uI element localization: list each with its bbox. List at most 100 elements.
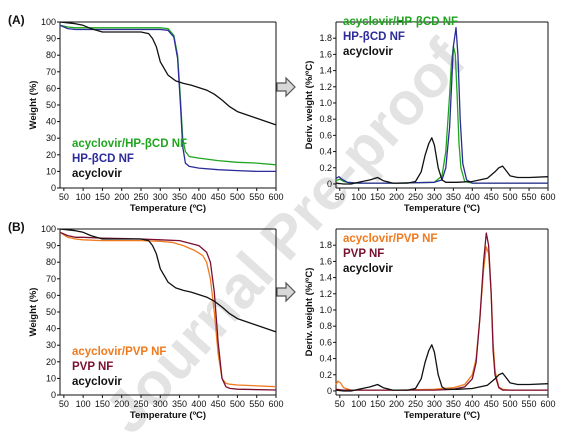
x-tick-label: 350 [446, 399, 461, 409]
y-tick-label: 80 [46, 257, 56, 267]
x-tick-label: 450 [484, 192, 499, 202]
x-tick-label: 50 [59, 192, 69, 202]
legend-item: acyclovir/HP-βCD NF [72, 138, 187, 150]
x-tick-label: 400 [465, 399, 480, 409]
y-tick-label: 60 [46, 290, 56, 300]
legend-item: acyclovir [343, 263, 393, 275]
series-line-acyclovir [335, 344, 549, 392]
x-tick-label: 200 [114, 192, 129, 202]
y-tick-label: 90 [46, 241, 56, 251]
x-tick-label: 50 [335, 399, 345, 409]
x-tick-label: 200 [114, 399, 129, 409]
x-axis-label: Temperature (ºC) [404, 410, 480, 421]
y-axis-label: Weight (%) [28, 81, 39, 130]
x-tick-label: 550 [522, 399, 537, 409]
x-tick-label: 550 [522, 192, 537, 202]
y-tick-label: 1.2 [319, 289, 332, 299]
y-tick-label: 0.4 [319, 147, 332, 157]
legend-item: acyclovir/HP-βCD NF [343, 16, 458, 28]
x-tick-label: 500 [230, 192, 245, 202]
series-line-pvp_nf [59, 231, 277, 391]
legend-item: PVP NF [72, 361, 113, 373]
x-tick-label: 200 [389, 192, 404, 202]
x-tick-label: 400 [465, 192, 480, 202]
legend-item: acyclovir [343, 46, 393, 58]
y-tick-label: 90 [46, 34, 56, 44]
y-tick-label: 1.8 [319, 240, 332, 250]
legend-item: HP-βCD NF [72, 153, 134, 165]
x-tick-label: 600 [540, 192, 555, 202]
legend-item: acyclovir/PVP NF [343, 233, 437, 245]
x-tick-label: 600 [268, 399, 283, 409]
y-tick-label: 0 [51, 390, 56, 400]
y-tick-label: 0 [327, 179, 332, 189]
x-tick-label: 500 [503, 192, 518, 202]
x-tick-label: 550 [249, 399, 264, 409]
x-tick-label: 400 [191, 192, 206, 202]
series-line-acyclovir [59, 21, 277, 126]
x-tick-label: 350 [446, 192, 461, 202]
arrow-bottom [276, 281, 296, 303]
series-line-hpbcd_nf [335, 27, 548, 184]
series-line-acyclovir [59, 228, 277, 333]
x-tick-label: 300 [427, 399, 442, 409]
y-tick-label: 1.2 [319, 82, 332, 92]
legend-item: acyclovir [72, 168, 122, 180]
y-tick-label: 10 [46, 166, 56, 176]
y-tick-label: 1.6 [319, 256, 332, 266]
y-axis-label: Deriv. weight (%/ºC) [304, 61, 315, 150]
x-tick-label: 150 [95, 192, 110, 202]
y-tick-label: 100 [41, 224, 56, 234]
y-tick-label: 1.0 [319, 305, 332, 315]
x-tick-label: 250 [133, 399, 148, 409]
y-tick-label: 1.0 [319, 98, 332, 108]
y-tick-label: 1.4 [319, 66, 332, 76]
chart-A-left: (A) 50 100 150 200 250 300 350 400 450 500 550 600 0 1… [8, 13, 284, 214]
x-tick-label: 250 [133, 192, 148, 202]
x-tick-label: 400 [191, 399, 206, 409]
y-tick-label: 30 [46, 340, 56, 350]
y-tick-label: 0.2 [319, 370, 332, 380]
x-tick-label: 150 [370, 399, 385, 409]
chart-B-left: (B) 50 100 150 200 250 300 350 400 450 500 550 600 0 1… [8, 220, 284, 421]
legend-item: HP-βCD NF [343, 31, 405, 43]
y-tick-label: 70 [46, 67, 56, 77]
x-tick-label: 150 [95, 399, 110, 409]
y-tick-label: 70 [46, 274, 56, 284]
y-tick-label: 100 [41, 17, 56, 27]
chart-B-right: 50 100 150 200 250 300 350 400 450 500 550 600 0 0.2 0… [304, 228, 556, 421]
x-tick-label: 50 [59, 399, 69, 409]
x-tick-label: 100 [76, 192, 91, 202]
y-tick-label: 10 [46, 373, 56, 383]
right-arrow-icon [276, 281, 296, 303]
y-tick-label: 0.4 [319, 354, 332, 364]
series-line-acyclovir_pvp_nf [59, 231, 277, 388]
y-tick-label: 0 [327, 386, 332, 396]
x-tick-label: 500 [230, 399, 245, 409]
x-tick-label: 250 [408, 399, 423, 409]
y-tick-label: 40 [46, 117, 56, 127]
panel-label: (B) [8, 220, 25, 234]
x-tick-label: 100 [351, 192, 366, 202]
y-tick-label: 1.8 [319, 33, 332, 43]
y-tick-label: 0.2 [319, 163, 332, 173]
y-tick-label: 30 [46, 133, 56, 143]
x-tick-label: 550 [249, 192, 264, 202]
y-tick-label: 50 [46, 100, 56, 110]
y-tick-label: 20 [46, 357, 56, 367]
x-tick-label: 300 [427, 192, 442, 202]
y-tick-label: 1.4 [319, 273, 332, 283]
x-tick-label: 300 [153, 399, 168, 409]
x-tick-label: 50 [335, 192, 345, 202]
y-tick-label: 1.6 [319, 49, 332, 59]
x-tick-label: 200 [389, 399, 404, 409]
y-tick-label: 40 [46, 324, 56, 334]
x-tick-label: 600 [540, 399, 555, 409]
x-tick-label: 450 [211, 192, 226, 202]
y-tick-label: 60 [46, 83, 56, 93]
x-tick-label: 450 [211, 399, 226, 409]
x-tick-label: 100 [351, 399, 366, 409]
x-axis-label: Temperature (ºC) [404, 203, 480, 214]
series-line-acyclovir [335, 137, 549, 185]
